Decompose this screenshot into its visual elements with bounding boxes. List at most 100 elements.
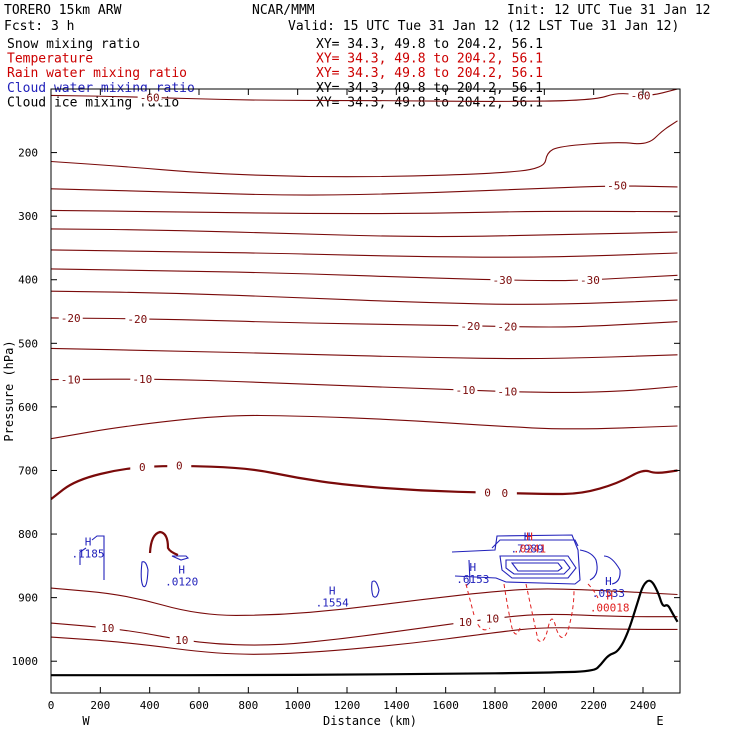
isotherm-label-bg — [480, 612, 505, 625]
isotherm-label: -60 — [631, 90, 651, 103]
valid-time: Valid: 15 UTC Tue 31 Jan 12 (12 LST Tue … — [288, 19, 679, 34]
isotherm-label: 0 — [139, 461, 146, 474]
extremum-value: .00018 — [590, 602, 630, 615]
isotherm-label: -10 — [61, 373, 81, 386]
cloud-water-contour — [579, 549, 598, 581]
isotherm-label-bg — [490, 273, 515, 286]
isotherm-label-bg — [453, 384, 478, 397]
field-legend: Snow mixing ratio XY= 34.3, 49.8 to 204.2… — [7, 37, 543, 110]
y-tick-label: 800 — [18, 528, 38, 541]
x-tick-label: 1400 — [383, 699, 410, 712]
isotherm-label-bg — [130, 461, 155, 474]
field-xy-range: XY= 34.3, 49.8 to 204.2, 56.1 — [316, 37, 543, 52]
extremum-h-marker: H — [178, 563, 185, 576]
extremum-value: .1554 — [316, 596, 349, 609]
cloud-water-contour — [140, 561, 149, 588]
isotherm-line — [51, 89, 678, 102]
rain-water-contour — [465, 583, 491, 631]
y-tick-label: 300 — [18, 210, 38, 223]
isotherm-label: -10 — [455, 384, 475, 397]
extremum-h-marker: H — [85, 535, 92, 548]
isotherm-label: -60 — [140, 91, 160, 104]
extremum-h-marker: H — [606, 590, 613, 603]
cloud-water-contour — [451, 534, 581, 585]
y-tick-label: 500 — [18, 337, 38, 350]
isotherm-label: -30 — [580, 274, 600, 287]
extremum-value: .0241 — [513, 542, 546, 555]
x-axis-label: Distance (km) — [323, 714, 417, 728]
cloud-water-contour — [505, 559, 571, 575]
extremum-h-marker: H — [526, 530, 533, 543]
isotherm-label: -20 — [460, 320, 480, 333]
x-tick-label: 1200 — [334, 699, 361, 712]
extremum-h-marker: H — [469, 561, 476, 574]
temperature-isotherms — [51, 89, 678, 655]
model-title: TORERO 15km ARW — [4, 3, 122, 18]
isotherm-label: 10 — [175, 634, 188, 647]
isotherm-label-bg — [628, 89, 653, 102]
plot-frame — [50, 88, 681, 694]
isotherm-line — [51, 587, 678, 616]
isotherm-line — [51, 613, 678, 646]
field-xy-range: XY= 34.3, 49.8 to 204.2, 56.1 — [316, 95, 543, 110]
isotherm-line — [51, 228, 678, 238]
isotherm-label: 10 — [459, 616, 472, 629]
field-name: Cloud water mixing ratio — [7, 81, 195, 96]
extremum-value: .7989 — [511, 542, 544, 555]
x-tick-label: 1800 — [482, 699, 509, 712]
isotherm-line — [51, 464, 678, 500]
isotherm-line — [51, 209, 678, 215]
isotherm-label-bg — [58, 373, 83, 386]
field-name: Rain water mixing ratio — [7, 66, 187, 81]
isotherm-label-bg — [495, 320, 520, 333]
extremum-value: .1185 — [71, 547, 104, 560]
x-tick-label: 400 — [140, 699, 160, 712]
isotherm-label: 0 — [484, 487, 491, 500]
field-name: Temperature — [7, 52, 93, 67]
isotherm-label-bg — [167, 459, 192, 472]
x-tick-label: 200 — [90, 699, 110, 712]
extremum-value: .0120 — [165, 575, 198, 588]
extremum-h-marker: H — [605, 575, 612, 588]
rain-water-contour — [503, 583, 521, 635]
isotherm-label: 0 — [176, 460, 183, 473]
terrain-profile — [51, 579, 679, 677]
y-axis-label: Pressure (hPa) — [2, 340, 16, 441]
x-tick-label: 2400 — [630, 699, 657, 712]
isotherm-0c-loop — [148, 530, 179, 557]
isotherm-label: -20 — [127, 313, 147, 326]
west-endpoint-label: W — [82, 714, 90, 728]
isotherm-label: -10 — [132, 373, 152, 386]
isotherm-label-bg — [458, 319, 483, 332]
contour-labels: -60 -60 -50 -30 -30 -20 -20 -20 -20 -10 -10 -10 -10 0… — [58, 89, 653, 647]
field-xy-range: XY= 34.3, 49.8 to 204.2, 56.1 — [316, 52, 543, 67]
isotherm-line — [51, 120, 678, 178]
isotherm-line — [51, 268, 678, 282]
cloud-water-contour — [510, 562, 563, 572]
y-tick-label: 900 — [18, 592, 38, 605]
extremum-value: .6153 — [456, 573, 489, 586]
isotherm-line — [51, 347, 678, 360]
isotherm-line — [51, 290, 678, 305]
y-tick-label: 600 — [18, 401, 38, 414]
isotherm-label-bg — [125, 312, 150, 325]
isotherm-label: 0 — [502, 487, 509, 500]
x-tick-label: 600 — [189, 699, 209, 712]
isotherm-label-bg — [95, 621, 120, 634]
extrema-labels: H.1185H.0120H.1554H.6153H.7989H.0533H.02… — [71, 530, 629, 614]
isotherm-label: -30 — [492, 274, 512, 287]
isotherm-line — [51, 627, 678, 655]
field-name: Cloud ice mixing ratio — [7, 95, 179, 110]
extremum-h-marker: H — [329, 584, 336, 597]
isotherm-line — [51, 249, 678, 258]
x-tick-label: 1000 — [284, 699, 311, 712]
isotherm-label: 10 — [486, 612, 499, 625]
x-tick-label: 1600 — [432, 699, 459, 712]
cloud-water-contour — [465, 559, 471, 587]
field-xy-range: XY= 34.3, 49.8 to 204.2, 56.1 — [316, 66, 543, 81]
cloud-water-contour — [371, 580, 380, 598]
forecast-hour: Fcst: 3 h — [4, 19, 74, 34]
terrain-line — [51, 579, 679, 677]
cloud-water-contour — [499, 555, 577, 579]
